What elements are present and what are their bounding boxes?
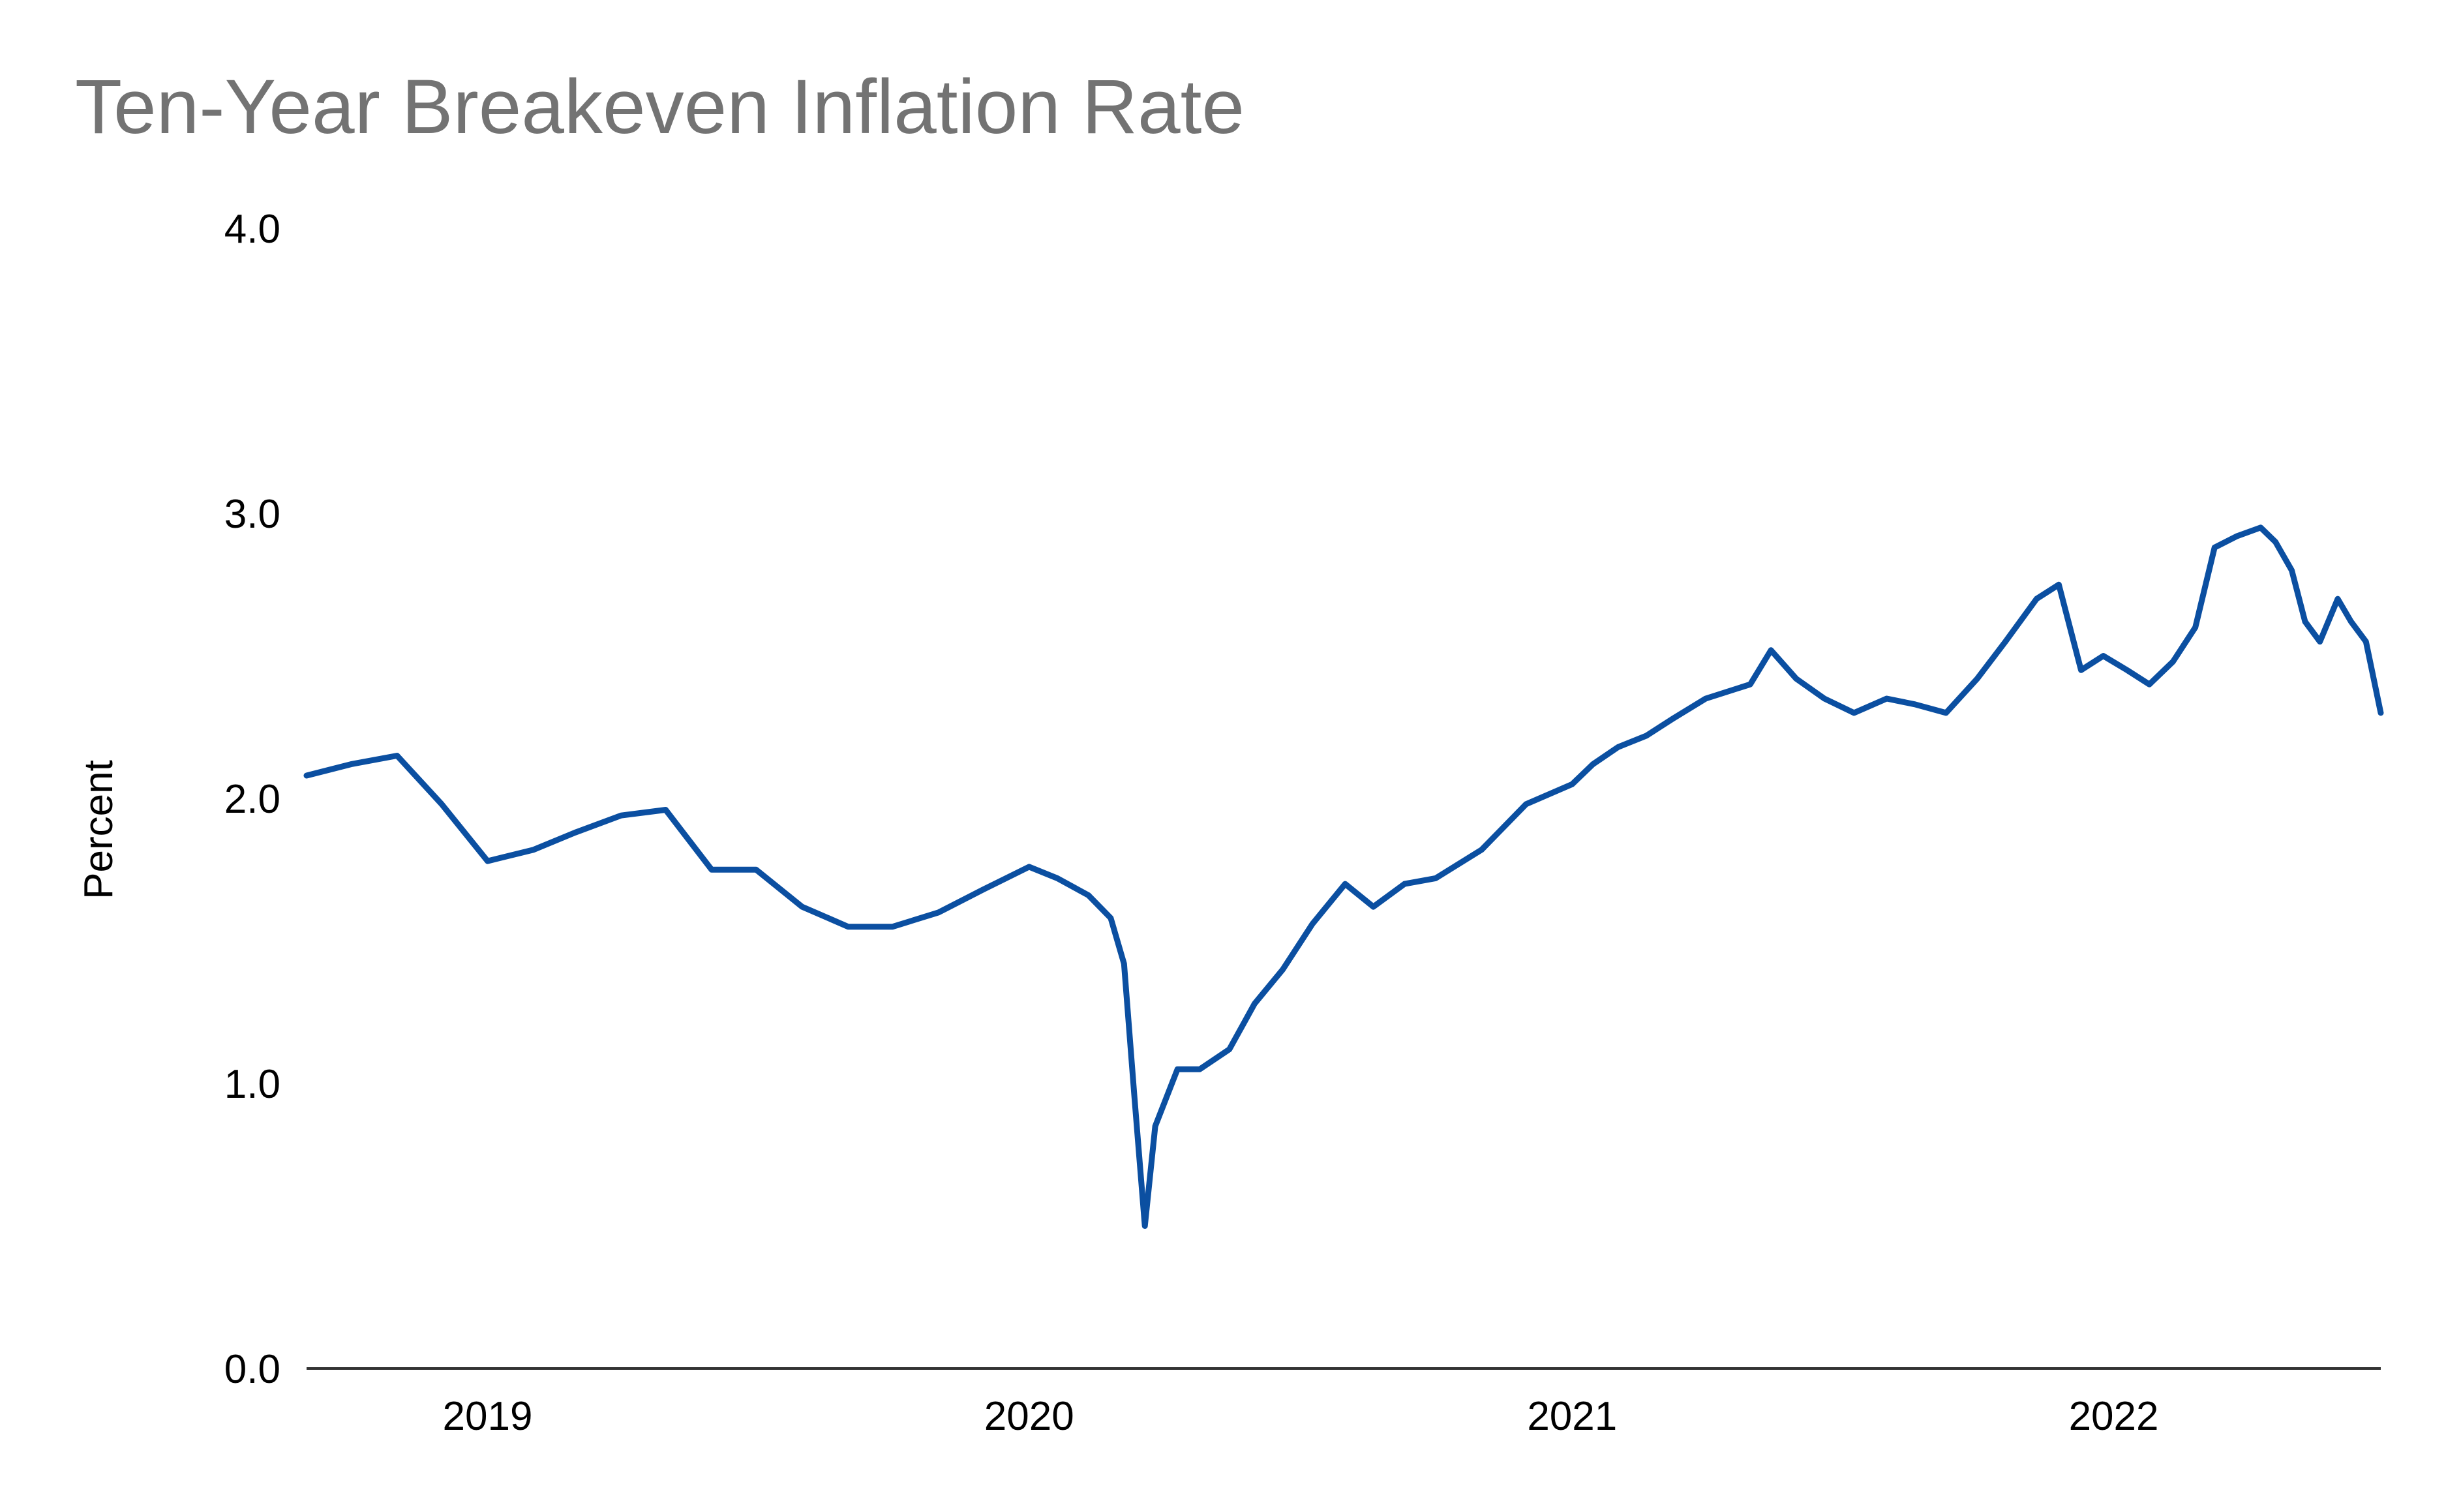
- y-tick-label: 1.0: [224, 1062, 280, 1107]
- series-group: [303, 524, 2384, 1229]
- x-tick-label: 2019: [443, 1394, 533, 1439]
- y-tick-label: 4.0: [224, 207, 280, 252]
- series-line: [303, 524, 2384, 1229]
- x-tick-label: 2020: [984, 1394, 1074, 1439]
- x-tick-label: 2021: [1527, 1394, 1617, 1439]
- y-tick-label: 3.0: [224, 492, 280, 537]
- y-tick-label: 2.0: [224, 777, 280, 822]
- y-axis-ticks: 0.0 1.0 2.0 3.0 4.0: [224, 207, 280, 1392]
- chart-title: Ten-Year Breakeven Inflation Rate: [75, 64, 1245, 150]
- y-tick-label: 0.0: [224, 1347, 280, 1392]
- x-tick-label: 2022: [2069, 1394, 2159, 1439]
- x-axis-ticks: 2019 2020 2021 2022: [443, 1394, 2159, 1439]
- y-axis-title: Percent: [76, 760, 121, 900]
